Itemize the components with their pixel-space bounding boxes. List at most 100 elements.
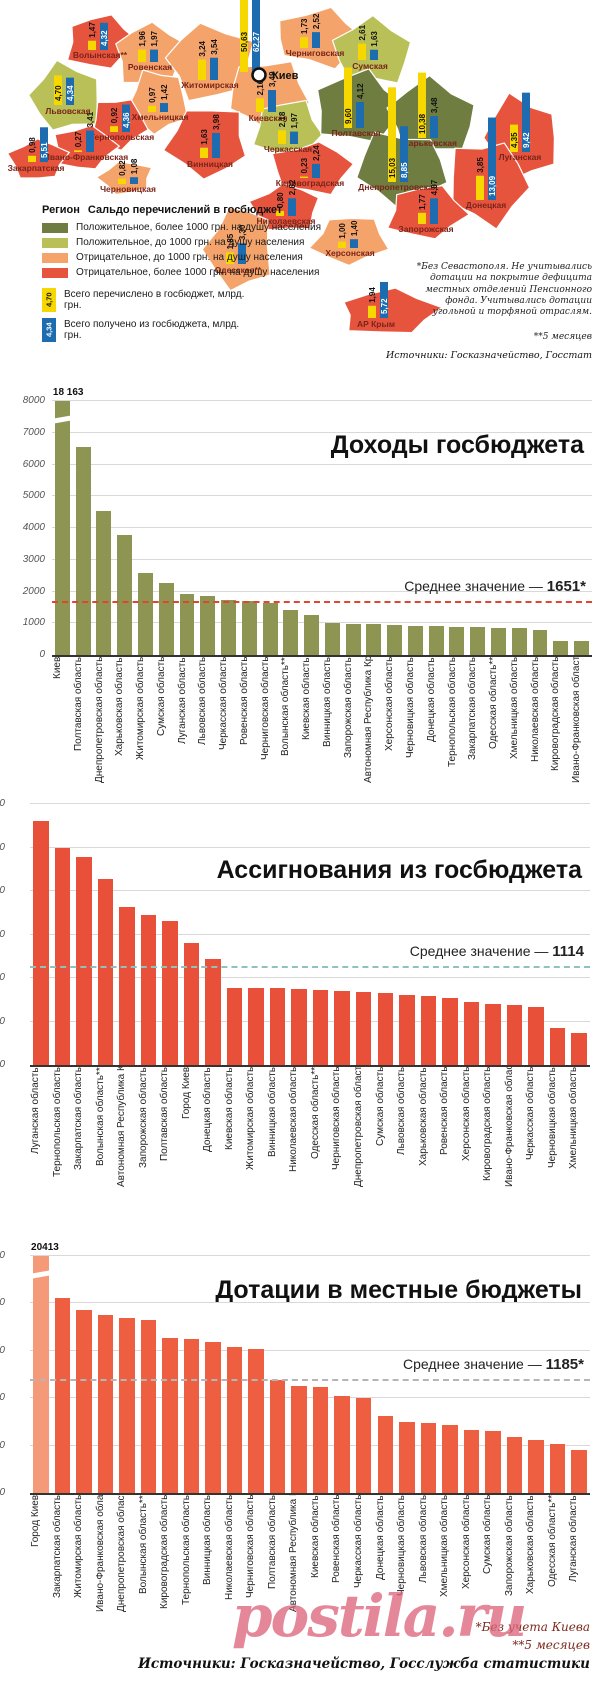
bar-Тернопольская область (54, 847, 71, 1065)
bar-Волынская область** (97, 878, 114, 1065)
bar-Житомирская область (248, 988, 264, 1065)
sent-bar: 1,85 (226, 233, 235, 264)
region-5: 2,163,49 Киевская (249, 71, 288, 123)
gridline (30, 890, 590, 891)
sent-bar: 0,27 (74, 131, 83, 152)
legend-item: Отрицательное, более 1000 грн. на душу н… (42, 267, 382, 278)
received-bar: 3,49 (268, 71, 277, 112)
region-bar (476, 175, 484, 200)
region-shape-3 (164, 22, 255, 102)
x-label: Одесская область** (488, 657, 500, 750)
bar-slot (218, 403, 239, 655)
bar-slot (95, 1258, 117, 1493)
average-label-value: 1114 (552, 943, 584, 961)
region-bar (418, 72, 426, 138)
bar-slot: 20413 (29, 1242, 59, 1493)
x-label: Ровенская область (439, 1067, 451, 1156)
x-label: Винницкая область (202, 1495, 214, 1585)
received-bar: 8,85 (400, 126, 409, 182)
y-axis-tick-label: 1500 (0, 929, 5, 940)
region-name: Запорожская (398, 224, 453, 234)
bar-break-mark (51, 415, 74, 424)
region-name: Хмельницкая (132, 112, 189, 122)
bar-slot (530, 403, 551, 655)
region-13: 0,82 1,08 Черновицкая (100, 158, 156, 194)
region-bar (312, 32, 320, 48)
bar-slot (353, 806, 375, 1065)
gridline (30, 1397, 590, 1399)
bar-slot (405, 403, 426, 655)
received-bar: 4,36 (122, 104, 131, 132)
legend-item: Отрицательное, до 1000 грн. на душу насе… (42, 252, 382, 263)
region-bar (276, 210, 284, 216)
legend-bar-label: Всего получено из госбюджета, млрд. грн. (64, 318, 240, 342)
clipped-bar-value-label: 20413 (31, 1242, 59, 1253)
bar-Винницкая область (205, 1342, 221, 1493)
region-bar (118, 178, 126, 184)
x-label: Донецкая область (425, 657, 437, 742)
bar-Закарпатская область (470, 627, 486, 655)
x-label: Запорожская область (137, 1067, 149, 1168)
bar-slot (95, 806, 117, 1065)
x-label: Волынская область** (137, 1495, 149, 1594)
region-shape-9 (126, 69, 189, 136)
region-name: Одесская** (215, 265, 262, 275)
bar-slot (525, 806, 547, 1065)
x-label: Волынская область** (94, 1067, 106, 1166)
x-label: Закарпатская область (467, 657, 479, 760)
y-axis-tick-label: 6000 (22, 458, 45, 470)
region-bar (418, 212, 426, 224)
x-label: Николаевская область (288, 1067, 300, 1173)
y-axis-tick-label: 500 (0, 1016, 5, 1027)
bar-slot (467, 403, 488, 655)
gridline (30, 803, 590, 804)
ukraine-budget-map: 1,47 4,32 Волынская** 1,96 1,97 Ровенская 3,24… (0, 0, 600, 372)
x-label: Город Киев (30, 1495, 41, 1548)
received-bar: 1,63 (370, 31, 379, 60)
bar-slot (547, 1258, 569, 1493)
region-25: 1,774,07 Запорожская (398, 179, 453, 234)
bar-slot (418, 806, 440, 1065)
bar-slot (439, 806, 461, 1065)
region-bar-value: 0,97 (148, 87, 157, 103)
chart-title: Ассигнования из госбюджета (216, 856, 582, 884)
region-bar-value: 50,63 (240, 31, 249, 52)
x-label: Тернопольская область (446, 657, 458, 767)
x-label: Полтавская область (159, 1067, 171, 1161)
bar-slot (331, 806, 353, 1065)
region-bar (160, 103, 168, 112)
bar-slot (571, 403, 592, 655)
bar-Тернопольская область (449, 626, 465, 655)
bar-Винницкая область (324, 623, 340, 655)
bar-Черновицкая область (407, 625, 423, 655)
sent-bar: 1,73 (300, 18, 309, 48)
region-bar-value: 4,36 (122, 112, 131, 128)
x-label: Ивано-Франковская область (94, 1495, 106, 1612)
region-bar (40, 127, 48, 162)
y-axis-tick-label: 7000 (22, 426, 45, 438)
bar-slot (547, 806, 569, 1065)
bar-Черновицкая область (549, 1027, 566, 1065)
bar-break-mark (29, 1270, 52, 1279)
bar-Черниговская область (262, 602, 278, 655)
average-label-text: Среднее значение — (404, 577, 547, 594)
average-label: Среднее значение — 1651* (404, 578, 586, 595)
region-bar-value: 3,30 (238, 224, 247, 240)
clipped-bar-value-label: 18 163 (52, 387, 84, 398)
sent-bar: 1,77 (418, 194, 427, 224)
bar-Херсонская область (463, 1001, 480, 1065)
gridline (30, 1302, 590, 1304)
bar-slot (301, 403, 322, 655)
bar-Николаевская область (226, 1346, 243, 1493)
region-bar (200, 147, 208, 158)
region-bar (370, 49, 378, 60)
x-label: Херсонская область (460, 1067, 472, 1162)
x-label: Кировоградская область (482, 1067, 494, 1182)
region-bar-value: 2,61 (358, 24, 367, 40)
x-label: Хмельницкая область (568, 1067, 580, 1170)
region-bar-value: 1,47 (88, 22, 97, 38)
x-label: Черновицкая область (405, 657, 417, 758)
bar-slot (239, 403, 260, 655)
y-axis-tick-label: 0 (0, 1487, 5, 1498)
region-bar-value: 0,98 (28, 137, 37, 153)
